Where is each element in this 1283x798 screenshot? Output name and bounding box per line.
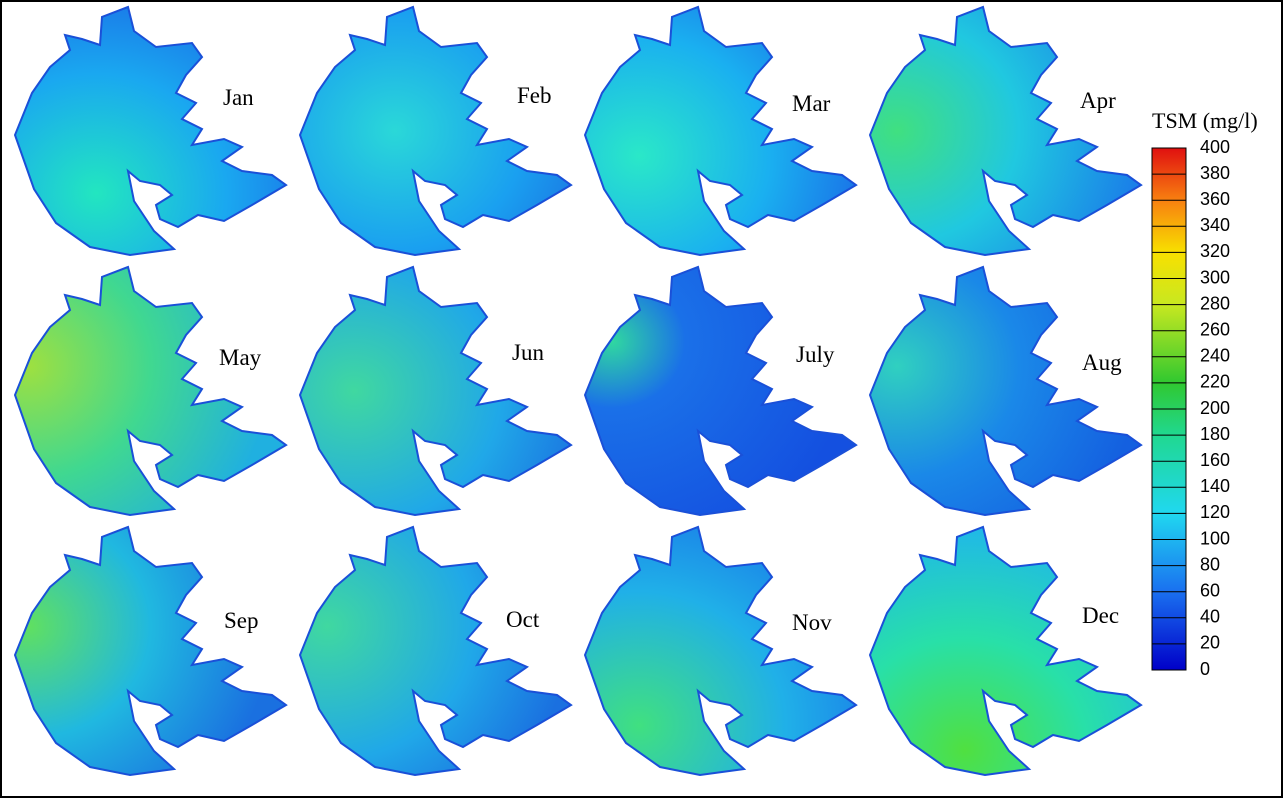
lake-map [299, 526, 572, 776]
colorbar-tick-label: 200 [1200, 398, 1230, 418]
month-label: Sep [224, 608, 259, 633]
map-panel [869, 526, 1142, 776]
colorbar-tick-label: 60 [1200, 580, 1220, 600]
colorbar-title: TSM (mg/l) [1152, 108, 1258, 133]
month-label: Feb [517, 83, 552, 108]
month-label: May [219, 345, 262, 370]
colorbar-tick-label: 0 [1200, 659, 1210, 679]
lake-map [14, 526, 287, 776]
colorbar-tick-label: 360 [1200, 189, 1230, 209]
colorbar-tick-label: 120 [1200, 502, 1230, 522]
map-panel [584, 266, 857, 516]
month-label: Jan [223, 85, 254, 110]
month-label: Apr [1080, 88, 1116, 113]
colorbar-tick-label: 140 [1200, 476, 1230, 496]
month-label: Aug [1082, 350, 1122, 375]
map-panel [14, 6, 287, 256]
map-panel [299, 526, 572, 776]
month-label: Nov [792, 610, 832, 635]
colorbar-tick-label: 260 [1200, 319, 1230, 339]
map-panel [869, 6, 1142, 256]
map-panels: Jan Feb Mar Apr May Jun July Aug Sep Oct Nov Dec [14, 6, 1142, 776]
colorbar-tick-label: 80 [1200, 554, 1220, 574]
lake-map [869, 526, 1142, 776]
colorbar-tick-label: 280 [1200, 293, 1230, 313]
map-panel [299, 266, 572, 516]
colorbar-tick-label: 180 [1200, 424, 1230, 444]
colorbar-tick-label: 20 [1200, 633, 1220, 653]
colorbar-tick-label: 400 [1200, 137, 1230, 157]
month-label: Mar [792, 91, 831, 116]
colorbar-tick-label: 160 [1200, 450, 1230, 470]
lake-map [14, 266, 287, 516]
lake-map [869, 266, 1142, 516]
map-panel [869, 266, 1142, 516]
map-panel [14, 266, 287, 516]
map-panel [584, 526, 857, 776]
colorbar-tick-label: 320 [1200, 241, 1230, 261]
lake-map [584, 526, 857, 776]
colorbar-tick-label: 100 [1200, 528, 1230, 548]
month-label: Dec [1082, 603, 1119, 628]
map-panel [584, 6, 857, 256]
lake-map [869, 6, 1142, 256]
colorbar-tick-label: 340 [1200, 215, 1230, 235]
month-label: Oct [506, 607, 540, 632]
colorbar-tick-label: 220 [1200, 372, 1230, 392]
colorbar: TSM (mg/l) 40038036034032030028026024022… [1151, 108, 1258, 679]
month-label: Jun [512, 340, 544, 365]
map-panel [299, 6, 572, 256]
colorbar-tick-label: 380 [1200, 163, 1230, 183]
lake-map [584, 6, 857, 256]
colorbar-tick-label: 300 [1200, 267, 1230, 287]
lake-map [299, 6, 572, 256]
colorbar-tick-label: 40 [1200, 607, 1220, 627]
map-panel [14, 526, 287, 776]
lake-map [299, 266, 572, 516]
colorbar-tick-label: 240 [1200, 346, 1230, 366]
lake-map [584, 266, 857, 516]
lake-map [14, 6, 287, 256]
month-label: July [796, 342, 835, 367]
